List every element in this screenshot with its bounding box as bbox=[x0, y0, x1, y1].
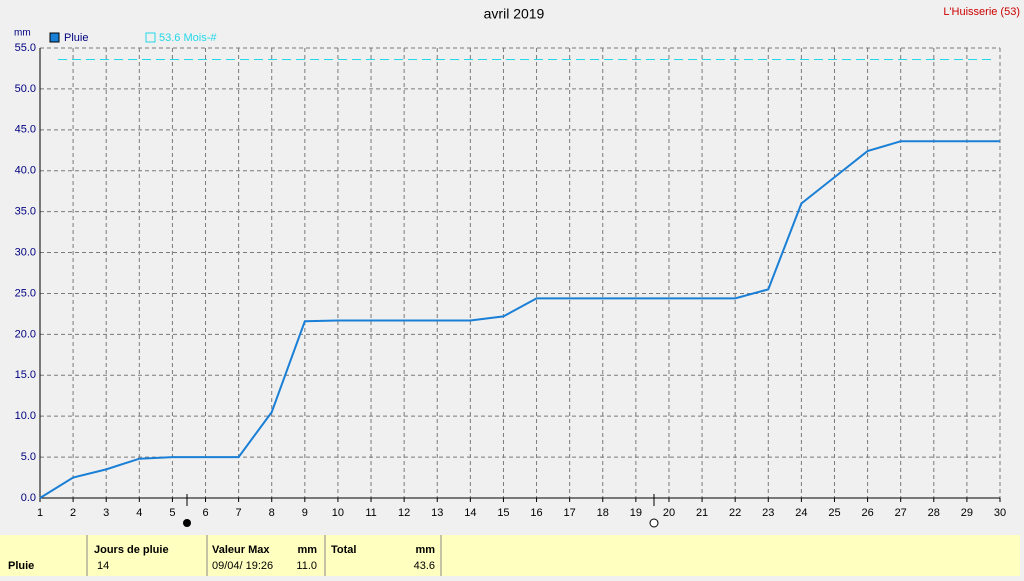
col-header: Jours de pluie bbox=[94, 544, 169, 556]
x-tick-label: 16 bbox=[530, 507, 542, 519]
x-tick-label: 20 bbox=[663, 507, 675, 519]
series-line bbox=[39, 140, 1000, 499]
legend-swatch bbox=[49, 32, 60, 43]
y-tick-label: 35.0 bbox=[15, 206, 36, 218]
y-tick-label: 10.0 bbox=[15, 410, 36, 422]
legend-label: 53.6 Mois-# bbox=[159, 32, 217, 44]
station: L'Huisserie (53) bbox=[943, 6, 1020, 18]
y-tick-label: 20.0 bbox=[15, 328, 36, 340]
col-header: Total bbox=[331, 544, 356, 556]
footer: Pluie Jours de pluie 14 Valeur Max mm 09… bbox=[0, 535, 1020, 576]
x-tick-label: 27 bbox=[895, 507, 907, 519]
y-tick-label: 25.0 bbox=[15, 287, 36, 299]
x-tick-label: 25 bbox=[828, 507, 840, 519]
moon-full bbox=[183, 519, 191, 527]
y-tick-label: 45.0 bbox=[15, 124, 36, 136]
x-tick-label: 19 bbox=[630, 507, 642, 519]
y-tick-label: 50.0 bbox=[15, 83, 36, 95]
x-tick-label: 22 bbox=[729, 507, 741, 519]
col-unit: mm bbox=[297, 544, 317, 556]
y-tick-label: 30.0 bbox=[15, 246, 36, 258]
x-tick-label: 2 bbox=[70, 507, 76, 519]
x-tick-label: 8 bbox=[269, 507, 275, 519]
y-tick-label: 55.0 bbox=[15, 42, 36, 54]
footer-bg bbox=[0, 535, 1020, 576]
x-tick-label: 21 bbox=[696, 507, 708, 519]
x-tick-label: 24 bbox=[795, 507, 807, 519]
cell: 14 bbox=[97, 560, 109, 572]
plot: 0.0 5.0 10.0 15.0 20.0 25.0 30.0 35.0 40.0 45.0 50… bbox=[15, 42, 1007, 519]
x-tick-label: 23 bbox=[762, 507, 774, 519]
col-header: Valeur Max bbox=[212, 544, 270, 556]
x-tick-label: 15 bbox=[497, 507, 509, 519]
x-tick-label: 4 bbox=[136, 507, 142, 519]
x-tick-label: 9 bbox=[302, 507, 308, 519]
x-tick-label: 18 bbox=[597, 507, 609, 519]
y-unit: mm bbox=[14, 28, 31, 39]
x-tick-label: 11 bbox=[365, 507, 376, 519]
y-tick-label: 40.0 bbox=[15, 165, 36, 177]
y-tick-label: 5.0 bbox=[21, 451, 36, 463]
x-tick-label: 30 bbox=[994, 507, 1006, 519]
legend-label: Pluie bbox=[64, 32, 88, 44]
x-tick-label: 26 bbox=[861, 507, 873, 519]
x-tick-label: 17 bbox=[564, 507, 576, 519]
x-tick-label: 28 bbox=[928, 507, 940, 519]
background bbox=[0, 0, 1024, 535]
x-tick-label: 12 bbox=[398, 507, 410, 519]
x-tick-label: 3 bbox=[103, 507, 109, 519]
row-label: Pluie bbox=[8, 560, 34, 572]
legend-swatch bbox=[145, 32, 156, 43]
x-tick-label: 1 bbox=[37, 507, 43, 519]
y-tick-label: 15.0 bbox=[15, 369, 36, 381]
x-tick-label: 7 bbox=[236, 507, 242, 519]
col-unit: mm bbox=[415, 544, 435, 556]
x-tick-label: 13 bbox=[431, 507, 443, 519]
chart-title: avril 2019 bbox=[484, 6, 545, 22]
cell: 43.6 bbox=[414, 560, 435, 572]
x-tick-label: 29 bbox=[961, 507, 973, 519]
cell: 11.0 bbox=[296, 560, 317, 572]
x-tick-label: 10 bbox=[332, 507, 344, 519]
moon-new bbox=[649, 518, 659, 528]
x-tick-label: 14 bbox=[464, 507, 476, 519]
cell: 09/04/ 19:26 bbox=[212, 560, 273, 572]
x-tick-label: 6 bbox=[202, 507, 208, 519]
x-tick-label: 5 bbox=[169, 507, 175, 519]
y-tick-label: 0.0 bbox=[21, 492, 36, 504]
